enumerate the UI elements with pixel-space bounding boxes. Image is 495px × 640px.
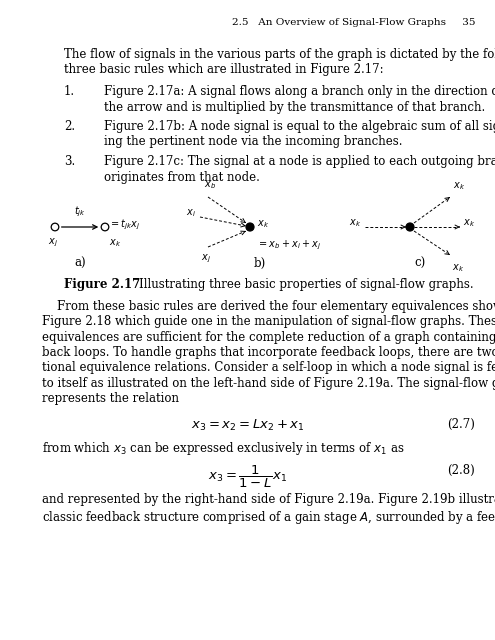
Text: originates from that node.: originates from that node. [104,170,260,184]
Text: $x_k$: $x_k$ [463,217,475,229]
Text: (2.8): (2.8) [447,463,475,477]
Text: $x_k$: $x_k$ [257,218,269,230]
Text: $x_k$: $x_k$ [452,262,464,274]
Text: $= x_b + x_i + x_j$: $= x_b + x_i + x_j$ [257,239,321,252]
Text: back loops. To handle graphs that incorporate feedback loops, there are two addi: back loops. To handle graphs that incorp… [42,346,495,359]
Text: classic feedback structure comprised of a gain stage $A$, surrounded by a feedba: classic feedback structure comprised of … [42,509,495,526]
Text: 1.: 1. [64,85,75,98]
Text: to itself as illustrated on the left-hand side of Figure 2.19a. The signal-flow : to itself as illustrated on the left-han… [42,377,495,390]
Text: b): b) [254,257,266,270]
Text: $x_j$: $x_j$ [48,237,58,250]
Text: $x_k$: $x_k$ [109,237,121,249]
Text: 3.: 3. [64,155,75,168]
Text: (2.7): (2.7) [447,418,475,431]
Circle shape [246,223,254,231]
Text: ing the pertinent node via the incoming branches.: ing the pertinent node via the incoming … [104,136,402,148]
Text: Figure 2.17a: A signal flows along a branch only in the direction defined by: Figure 2.17a: A signal flows along a bra… [104,85,495,98]
Text: $t_{jk}$: $t_{jk}$ [74,205,86,219]
Text: From these basic rules are derived the four elementary equivalences shown in: From these basic rules are derived the f… [42,300,495,312]
Text: The flow of signals in the various parts of the graph is dictated by the followi: The flow of signals in the various parts… [64,48,495,61]
Text: $x_3 = x_2 = Lx_2 + x_1$: $x_3 = x_2 = Lx_2 + x_1$ [191,418,304,433]
Text: Figure 2.17c: The signal at a node is applied to each outgoing branch which: Figure 2.17c: The signal at a node is ap… [104,155,495,168]
Text: $x_k$: $x_k$ [349,217,361,229]
Circle shape [406,223,414,231]
Text: tional equivalence relations. Consider a self-loop in which a node signal is fed: tional equivalence relations. Consider a… [42,362,495,374]
Text: equivalences are sufficient for the complete reduction of a graph containing no : equivalences are sufficient for the comp… [42,330,495,344]
Text: $x_3 = \dfrac{1}{1-L}x_1$: $x_3 = \dfrac{1}{1-L}x_1$ [208,463,287,490]
Text: $x_i$: $x_i$ [186,207,196,219]
Text: $x_b$: $x_b$ [204,179,216,191]
Text: represents the relation: represents the relation [42,392,179,406]
Text: from which $x_3$ can be expressed exclusively in terms of $x_1$ as: from which $x_3$ can be expressed exclus… [42,440,404,457]
Text: Figure 2.17b: A node signal is equal to the algebraic sum of all signals enter-: Figure 2.17b: A node signal is equal to … [104,120,495,133]
Text: 2.5   An Overview of Signal-Flow Graphs     35: 2.5 An Overview of Signal-Flow Graphs 35 [232,18,475,27]
Text: $x_j$: $x_j$ [201,253,211,266]
Text: a): a) [74,257,86,270]
Text: $x_k$: $x_k$ [453,180,465,192]
Text: 2.: 2. [64,120,75,133]
Text: and represented by the right-hand side of Figure 2.19a. Figure 2.19b illustrates: and represented by the right-hand side o… [42,493,495,506]
Text: $= t_{jk}x_j$: $= t_{jk}x_j$ [109,218,141,232]
Text: three basic rules which are illustrated in Figure 2.17:: three basic rules which are illustrated … [64,63,384,77]
Text: the arrow and is multiplied by the transmittance of that branch.: the arrow and is multiplied by the trans… [104,100,485,113]
Text: Illustrating three basic properties of signal-flow graphs.: Illustrating three basic properties of s… [124,278,474,291]
Text: Figure 2.18 which guide one in the manipulation of signal-flow graphs. These: Figure 2.18 which guide one in the manip… [42,315,495,328]
Text: c): c) [414,257,426,270]
Text: Figure 2.17: Figure 2.17 [64,278,140,291]
